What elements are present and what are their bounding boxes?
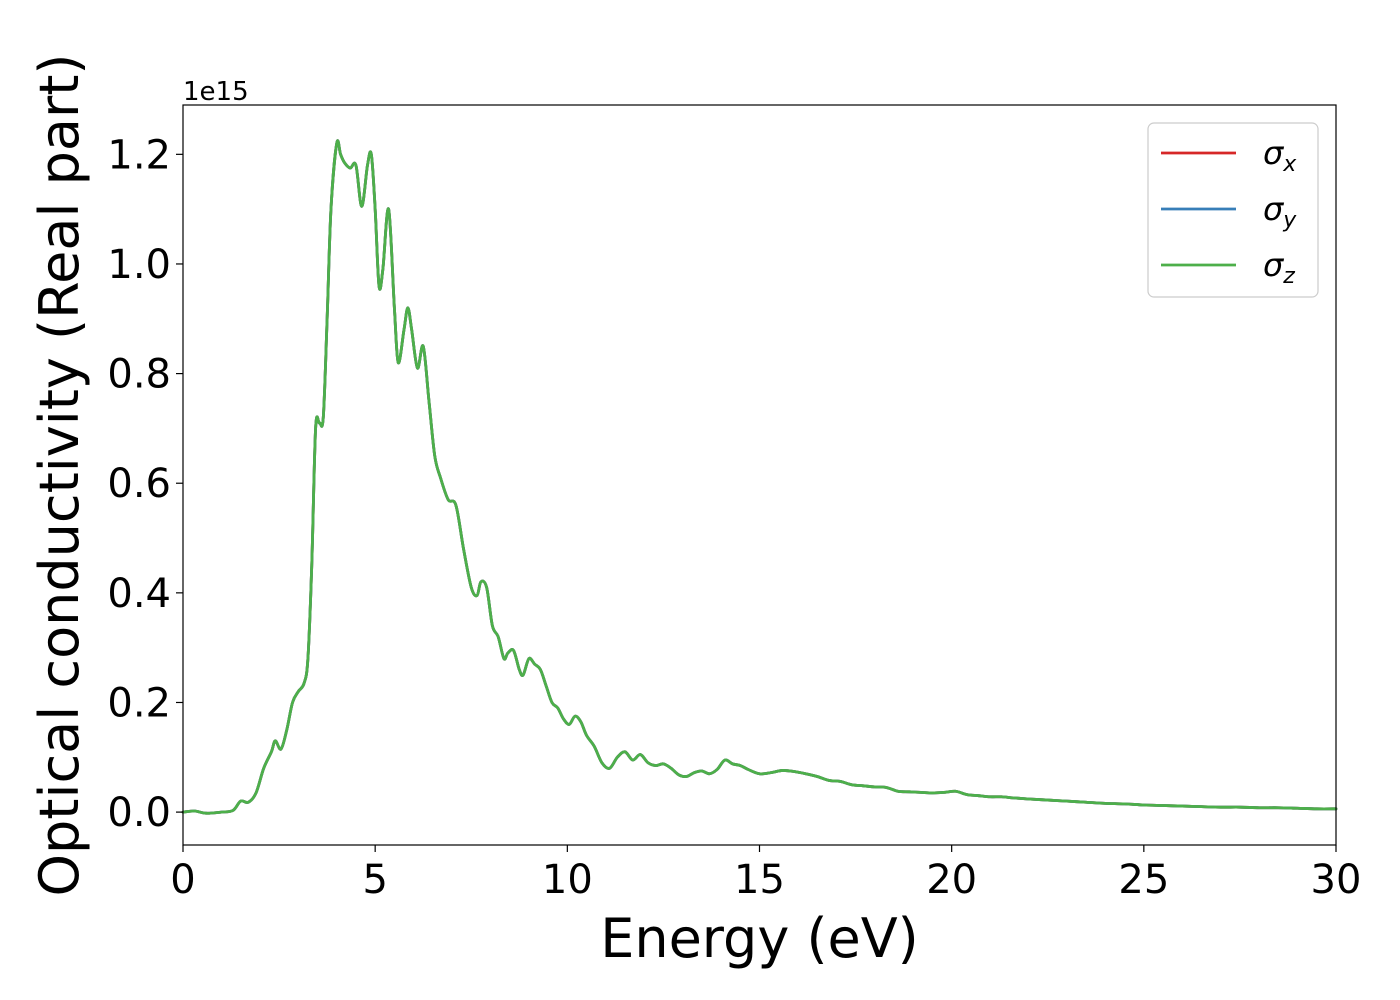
x-tick-label: 15 bbox=[734, 857, 785, 903]
x-tick-label: 0 bbox=[170, 857, 195, 903]
x-tick-label: 30 bbox=[1311, 857, 1362, 903]
y-tick-label: 0.6 bbox=[107, 461, 171, 507]
y-tick-label: 0.8 bbox=[107, 352, 171, 398]
x-axis-label: Energy (eV) bbox=[600, 907, 919, 970]
series-layer bbox=[181, 139, 1338, 815]
y-axis: 0.0 0.2 0.4 0.6 0.8 1.0 1.2 bbox=[107, 132, 183, 836]
x-axis: 0 5 10 15 20 25 30 bbox=[170, 845, 1361, 903]
y-tick-label: 0.2 bbox=[107, 680, 171, 726]
y-tick-label: 0.0 bbox=[107, 790, 171, 836]
y-tick-label: 1.2 bbox=[107, 132, 171, 178]
x-tick-label: 5 bbox=[362, 857, 387, 903]
y-tick-label: 1.0 bbox=[107, 242, 171, 288]
x-tick-label: 25 bbox=[1118, 857, 1169, 903]
x-tick-label: 10 bbox=[542, 857, 593, 903]
y-axis-label: Optical conductivity (Real part) bbox=[28, 54, 91, 897]
y-tick-label: 0.4 bbox=[107, 571, 171, 617]
y-offset-label: 1e15 bbox=[183, 77, 249, 107]
series-line-3 bbox=[181, 139, 1338, 815]
x-tick-label: 20 bbox=[926, 857, 977, 903]
